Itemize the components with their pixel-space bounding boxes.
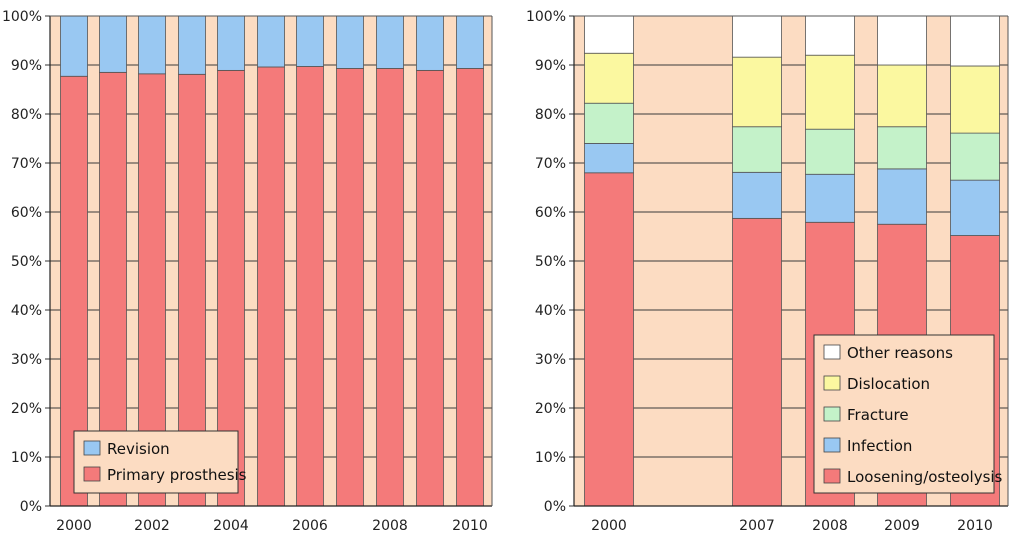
bar-segment [950,179,1000,236]
y-tick-label: 70% [535,156,566,172]
y-tick-label: 90% [535,58,566,74]
bar-segment [217,15,245,71]
chart-right: 0% 10% 20% 30% 40% 50% 60% 70% 80% 90% 100% 2000 200… [526,9,1009,534]
bar-segment [138,15,166,75]
y-tick-label: 0% [20,499,42,515]
bar-segment [732,217,782,507]
bar-segment [456,68,484,507]
legend-label: Dislocation [847,375,930,393]
bar-segment [805,15,855,56]
chart-left: 0% 10% 20% 30% 40% 50% 60% 70% 80% 90% 100% 2000 200… [2,9,493,534]
x-tick-label: 2002 [134,518,170,534]
x-tick-label: 2004 [213,518,249,534]
bar-segment [296,15,324,67]
legend-swatch [823,406,841,422]
legend-label: Other reasons [847,344,953,362]
legend: Other reasons Dislocation Fracture Infectio… [813,334,1003,494]
y-tick-label: 50% [535,254,566,270]
y-tick-label: 30% [535,352,566,368]
y-tick-label: 10% [535,450,566,466]
bar-segment [805,173,855,223]
bar-segment [805,128,855,175]
legend-swatch [823,344,841,360]
x-tick-label: 2010 [452,518,488,534]
legend-box [813,334,995,494]
y-tick-label: 20% [11,401,42,417]
bar-segment [416,15,444,71]
y-tick-label: 60% [535,205,566,221]
y-tick-label: 40% [535,303,566,319]
bar-segment [584,102,634,144]
x-tick-label: 2000 [591,518,627,534]
legend-label: Revision [107,440,170,458]
bar-segment [805,54,855,130]
x-tick-label: 2008 [372,518,408,534]
bar-segment [950,132,1000,181]
legend: Revision Primary prosthesis [73,430,247,494]
bar-segment [178,15,206,75]
bar-segment [336,15,364,69]
bar-segment [257,15,285,68]
bar-segment [60,15,88,77]
legend-swatch [83,440,101,456]
bar-segment [732,126,782,173]
bar-segment [877,126,927,170]
legend-swatch [83,466,101,482]
bar-segment [99,15,127,73]
bar-segment [257,66,285,507]
legend-swatch [823,437,841,453]
y-tick-label: 10% [11,450,42,466]
x-tick-label: 2008 [812,518,848,534]
y-tick-label: 20% [535,401,566,417]
bar-segment [950,15,1000,67]
legend-box [73,430,239,494]
bar-segment [376,15,404,69]
bar-segment [456,15,484,69]
y-tick-label: 0% [544,499,566,515]
bar-segment [416,69,444,507]
legend-swatch [823,375,841,391]
bar-segment [877,15,927,66]
x-tick-label: 2006 [292,518,328,534]
bar-segment [732,15,782,58]
y-tick-label: 40% [11,303,42,319]
bar-segment [950,65,1000,134]
y-tick-label: 100% [526,9,566,25]
bar-segment [336,68,364,507]
bar-segment [584,52,634,104]
x-tick-label: 2010 [957,518,993,534]
y-tick-label: 100% [2,9,42,25]
bar-segment [296,66,324,507]
bar-segment [877,168,927,225]
legend-label: Fracture [847,406,909,424]
legend-label: Loosening/osteolysis [847,468,1003,486]
bar-segment [376,68,404,507]
legend-label: Infection [847,437,912,455]
y-tick-label: 60% [11,205,42,221]
bar-segment [584,15,634,54]
y-tick-label: 80% [535,107,566,123]
y-tick-label: 30% [11,352,42,368]
y-tick-label: 50% [11,254,42,270]
x-tick-label: 2000 [56,518,92,534]
y-tick-label: 80% [11,107,42,123]
legend-label: Primary prosthesis [107,466,247,484]
bar-segment [584,142,634,174]
y-tick-label: 90% [11,58,42,74]
bar-segment [732,171,782,219]
bar-segment [584,172,634,507]
x-tick-label: 2009 [884,518,920,534]
bar-segment [732,56,782,128]
legend-swatch [823,468,841,484]
bar-segment [877,64,927,128]
x-tick-label: 2007 [739,518,775,534]
y-tick-label: 70% [11,156,42,172]
